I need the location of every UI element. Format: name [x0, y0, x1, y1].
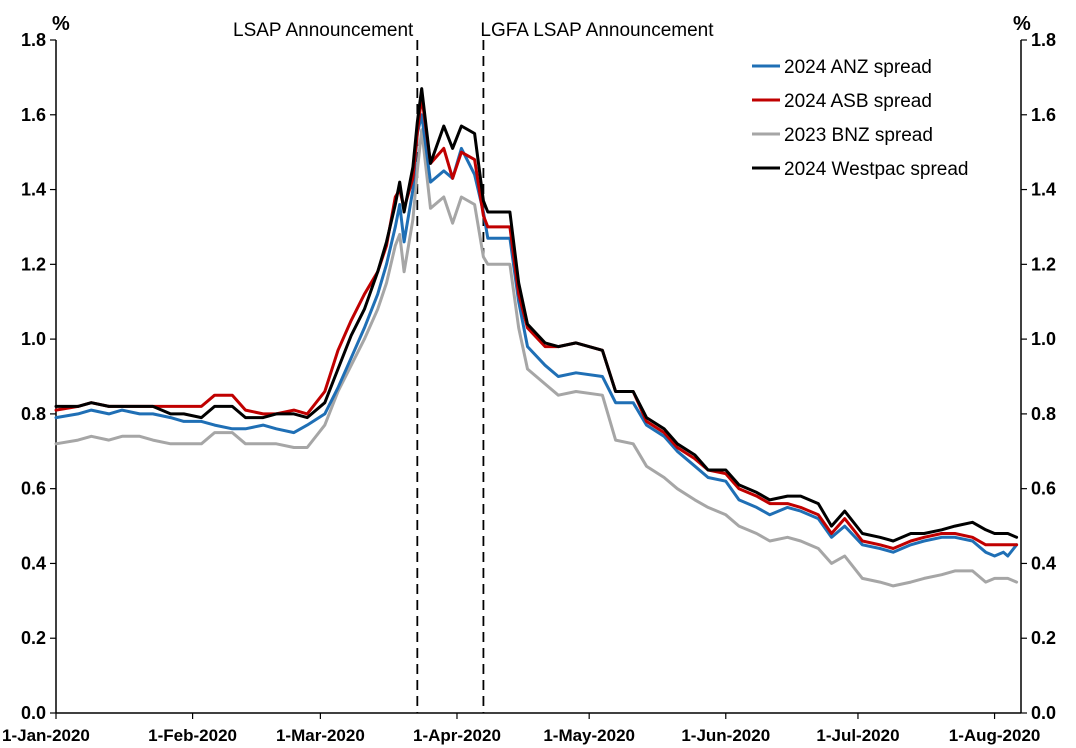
- x-tick-label: 1-Mar-2020: [276, 726, 365, 745]
- event-marker-label: LSAP Announcement: [233, 20, 414, 41]
- y-tick-label-left: 1.2: [21, 254, 46, 274]
- series-line-0: [54, 113, 1019, 558]
- x-tick-label: 1-Jan-2020: [2, 726, 90, 745]
- y-tick-label-right: 0.0: [1031, 703, 1056, 723]
- legend-entry-3: 2024 Westpac spread: [784, 159, 969, 180]
- y-tick-label-right: 0.4: [1031, 553, 1056, 573]
- y-tick-label-right: 0.6: [1031, 479, 1056, 499]
- y-tick-label-right: 1.6: [1031, 105, 1056, 125]
- y-tick-label-left: 0.0: [21, 703, 46, 723]
- x-tick-label: 1-Jul-2020: [816, 726, 899, 745]
- y-tick-label-right: 1.2: [1031, 254, 1056, 274]
- x-tick-label: 1-May-2020: [543, 726, 635, 745]
- series-line-3: [54, 87, 1019, 543]
- legend-entry-2: 2023 BNZ spread: [784, 125, 933, 146]
- x-tick-label: 1-Apr-2020: [413, 726, 501, 745]
- series-line-1: [54, 94, 1019, 550]
- x-tick-label: 1-Aug-2020: [949, 726, 1041, 745]
- y-tick-label-left: 0.8: [21, 404, 46, 424]
- y-tick-label-right: 1.8: [1031, 30, 1056, 50]
- y-tick-label-right: 1.4: [1031, 180, 1056, 200]
- series-line-2: [54, 128, 1019, 588]
- y-tick-label-left: 0.6: [21, 479, 46, 499]
- y-tick-label-left: 1.8: [21, 30, 46, 50]
- y-tick-label-right: 1.0: [1031, 329, 1056, 349]
- y-tick-label-left: 1.6: [21, 105, 46, 125]
- x-tick-label: 1-Jun-2020: [681, 726, 770, 745]
- legend-entry-0: 2024 ANZ spread: [784, 57, 932, 78]
- y-tick-label-left: 0.2: [21, 628, 46, 648]
- y-unit-left: %: [52, 13, 70, 35]
- y-unit-right: %: [1013, 13, 1031, 35]
- y-tick-label-left: 1.0: [21, 329, 46, 349]
- legend-entry-1: 2024 ASB spread: [784, 91, 932, 112]
- y-tick-label-right: 0.2: [1031, 628, 1056, 648]
- axes-layer: 0.0 0.0 0.2 0.2 0.4 0.4 0.6 0.6 0.8 0.8 1.0 1.0 1.2 1…: [2, 30, 1056, 745]
- series-layer: [54, 87, 1019, 588]
- legend: 2024 ANZ spread 2024 ASB spread 2023 BNZ s…: [752, 57, 969, 180]
- annotation-layer: LSAP Announcement LGFA LSAP Announcement: [233, 20, 714, 713]
- y-tick-label-left: 0.4: [21, 553, 46, 573]
- y-tick-label-left: 1.4: [21, 180, 46, 200]
- event-marker-label: LGFA LSAP Announcement: [480, 20, 714, 41]
- y-tick-label-right: 0.8: [1031, 404, 1056, 424]
- x-tick-label: 1-Feb-2020: [148, 726, 237, 745]
